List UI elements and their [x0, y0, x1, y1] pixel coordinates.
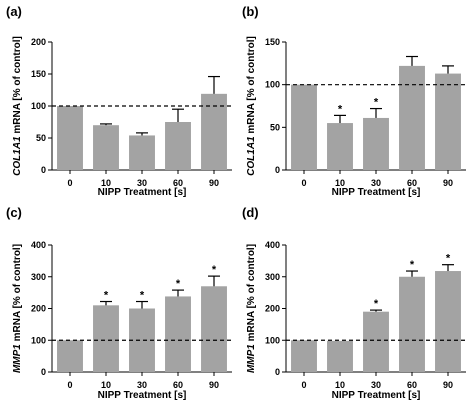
- y-tick-label: 100: [31, 335, 46, 345]
- significance-marker: *: [374, 298, 379, 310]
- bar: [399, 276, 425, 372]
- y-axis-title-gene: MMP1: [246, 344, 257, 373]
- bar: [129, 135, 155, 170]
- y-tick-label: 400: [265, 240, 280, 250]
- x-tick-label: 60: [173, 380, 183, 390]
- x-tick-label: 10: [101, 380, 111, 390]
- y-tick-label: 200: [31, 304, 46, 314]
- y-tick-label: 200: [31, 37, 46, 47]
- y-axis-title-gene: COL1A1: [12, 136, 23, 176]
- x-tick-label: 10: [335, 380, 345, 390]
- y-tick-label: 300: [265, 272, 280, 282]
- y-tick-label: 150: [31, 69, 46, 79]
- x-axis-title: NIPP Treatment [s]: [98, 187, 187, 198]
- x-axis-title: NIPP Treatment [s]: [332, 390, 421, 401]
- y-tick-label: 0: [41, 367, 46, 377]
- significance-marker: *: [410, 259, 415, 271]
- y-tick-label: 300: [31, 272, 46, 282]
- bar: [363, 117, 389, 170]
- bar: [363, 311, 389, 372]
- x-tick-label: 30: [371, 380, 381, 390]
- x-tick-label: 60: [407, 380, 417, 390]
- significance-marker: *: [338, 103, 343, 115]
- y-axis-title-unit: mRNA [% of control]: [246, 36, 257, 136]
- significance-marker: *: [374, 97, 379, 109]
- bar: [201, 286, 227, 372]
- x-tick-label: 60: [173, 178, 183, 188]
- y-tick-label: 100: [265, 335, 280, 345]
- y-axis-title-gene: COL1A1: [246, 136, 257, 176]
- x-tick-label: 0: [301, 380, 306, 390]
- significance-marker: *: [140, 290, 145, 302]
- y-axis-title: MMP1 mRNA [% of control]: [12, 244, 23, 373]
- bar: [327, 340, 353, 372]
- chart-panel-1: (a) 0 50 100 150 200 0 10 30 60 90 NIPP Treatment […: [6, 4, 232, 198]
- bar: [93, 125, 119, 170]
- x-tick-label: 60: [407, 178, 417, 188]
- y-tick-label: 0: [275, 367, 280, 377]
- x-tick-label: 90: [209, 380, 219, 390]
- panel-label: (a): [6, 4, 22, 19]
- panel-label: (b): [242, 4, 259, 19]
- bar: [291, 84, 317, 170]
- y-axis-title: COL1A1 mRNA [% of control]: [12, 36, 23, 176]
- y-axis-title: MMP1 mRNA [% of control]: [246, 244, 257, 373]
- x-tick-label: 10: [335, 178, 345, 188]
- y-tick-label: 400: [31, 240, 46, 250]
- bar: [291, 340, 317, 372]
- panel-label: (c): [6, 205, 22, 220]
- y-tick-label: 100: [31, 101, 46, 111]
- bar: [399, 65, 425, 170]
- y-tick-label: 100: [265, 80, 280, 90]
- x-tick-label: 90: [443, 178, 453, 188]
- y-tick-label: 50: [36, 133, 46, 143]
- y-tick-label: 50: [270, 122, 280, 132]
- y-axis-title: COL1A1 mRNA [% of control]: [246, 36, 257, 176]
- x-tick-label: 10: [101, 178, 111, 188]
- chart-panel-3: (c) 0 100 200 300 400 0 * 10 * 30 * 60 * 90 NIPP Treatm…: [6, 205, 232, 401]
- significance-marker: *: [176, 278, 181, 290]
- significance-marker: *: [446, 253, 451, 265]
- x-tick-label: 0: [301, 178, 306, 188]
- y-tick-label: 150: [265, 37, 280, 47]
- x-tick-label: 30: [137, 380, 147, 390]
- x-tick-label: 0: [67, 178, 72, 188]
- bar: [435, 73, 461, 170]
- significance-marker: *: [104, 290, 109, 302]
- bar: [93, 305, 119, 372]
- panel-label: (d): [242, 205, 259, 220]
- bar: [327, 123, 353, 170]
- x-axis-title: NIPP Treatment [s]: [98, 390, 187, 401]
- x-tick-label: 90: [443, 380, 453, 390]
- y-tick-label: 200: [265, 304, 280, 314]
- chart-panel-4: (d) 0 100 200 300 400 0 10 * 30 * 60 * 90 NIPP Treatme…: [242, 205, 466, 401]
- x-tick-label: 0: [67, 380, 72, 390]
- x-tick-label: 30: [137, 178, 147, 188]
- bar: [201, 93, 227, 170]
- bar: [165, 296, 191, 372]
- y-axis-title-unit: mRNA [% of control]: [12, 36, 23, 136]
- bar: [165, 122, 191, 170]
- x-tick-label: 90: [209, 178, 219, 188]
- bar: [435, 271, 461, 372]
- x-tick-label: 30: [371, 178, 381, 188]
- y-axis-title-unit: mRNA [% of control]: [246, 244, 257, 344]
- bar: [57, 106, 83, 170]
- y-axis-title-gene: MMP1: [12, 344, 23, 373]
- significance-marker: *: [212, 264, 217, 276]
- y-tick-label: 0: [275, 165, 280, 175]
- y-tick-label: 0: [41, 165, 46, 175]
- chart-panel-2: (b) 0 50 100 150 0 * 10 * 30 60 90 NIPP Treatment [s…: [242, 4, 466, 198]
- bar: [57, 340, 83, 372]
- x-axis-title: NIPP Treatment [s]: [332, 187, 421, 198]
- y-axis-title-unit: mRNA [% of control]: [12, 244, 23, 344]
